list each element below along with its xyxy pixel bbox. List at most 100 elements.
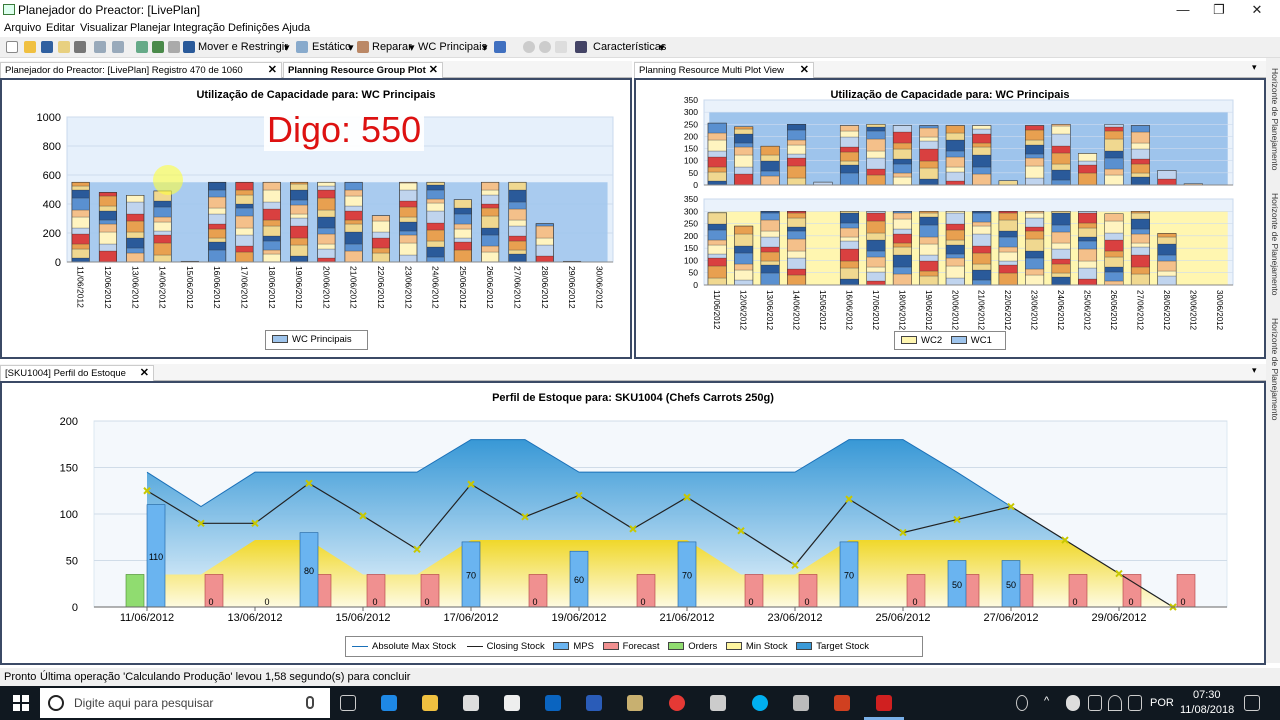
schedule-icon[interactable]	[136, 41, 148, 53]
closing-stock-point	[1061, 536, 1069, 544]
bar-chart-icon[interactable]	[494, 41, 506, 53]
chevron-down-icon[interactable]: ▾	[482, 42, 488, 54]
minimize-button[interactable]: —	[1176, 2, 1190, 17]
mps-data-label: 0	[532, 597, 537, 607]
new-file-icon[interactable]	[6, 41, 18, 53]
bar-segment	[262, 225, 281, 237]
close-icon[interactable]: ✕	[139, 367, 149, 379]
app-window-icon[interactable]	[710, 695, 726, 711]
move-restrict-dropdown[interactable]: Mover e Restringir	[198, 41, 288, 53]
task-view-icon[interactable]	[340, 695, 356, 711]
skype-icon[interactable]	[752, 695, 768, 711]
menu-arquivo[interactable]: Arquivo	[4, 22, 42, 34]
y-tick-label: 300	[684, 206, 698, 216]
notification-icon[interactable]	[1244, 695, 1260, 711]
zoom-fit-icon[interactable]	[555, 41, 567, 53]
tab-planner-record[interactable]: Planejador do Preactor: [LivePlan] Regis…	[0, 62, 282, 78]
bar-segment	[892, 142, 912, 150]
chevron-down-icon[interactable]: ▾	[284, 42, 290, 54]
bar-segment	[734, 233, 754, 247]
wifi-icon[interactable]	[1108, 695, 1122, 711]
menu-editar[interactable]: Editar	[46, 22, 75, 34]
file-explorer-icon[interactable]	[422, 695, 438, 711]
bar-segment	[972, 221, 992, 227]
close-button[interactable]: ✕	[1251, 2, 1263, 17]
close-icon[interactable]: ✕	[428, 64, 438, 76]
chevron-up-icon[interactable]: ^	[1044, 695, 1050, 707]
powerpoint-icon[interactable]	[834, 695, 850, 711]
bar-segment	[481, 227, 500, 236]
bar-segment	[998, 219, 1018, 232]
y-tick-label: 0	[55, 257, 61, 269]
mail-icon[interactable]	[504, 695, 520, 711]
mps-data-label: 60	[574, 575, 584, 585]
maximize-button[interactable]: ❐	[1213, 2, 1225, 17]
bar-segment	[1104, 174, 1124, 186]
x-tick-label: 27/06/2012	[1135, 290, 1144, 331]
close-icon[interactable]: ✕	[267, 64, 277, 76]
properties-icon[interactable]	[58, 41, 70, 53]
tab-multi-plot-view[interactable]: Planning Resource Multi Plot View ✕	[634, 62, 814, 78]
battery-icon[interactable]	[1088, 695, 1102, 711]
bar-segment	[892, 228, 912, 235]
menu-planejar[interactable]: Planejar	[130, 22, 171, 34]
cloud-icon[interactable]	[1066, 695, 1080, 711]
chevron-down-icon[interactable]: ▾	[659, 42, 665, 54]
bar-segment	[945, 125, 965, 134]
chevron-down-icon[interactable]: ▾	[348, 42, 354, 54]
print-icon[interactable]	[74, 41, 86, 53]
clock-date[interactable]: 11/08/2018	[1180, 704, 1235, 716]
mps-data-label: 0	[1072, 597, 1077, 607]
tools-app-icon[interactable]	[627, 695, 643, 711]
bar-segment	[919, 254, 939, 262]
menu-integracao[interactable]: Integração	[173, 22, 225, 34]
vpn-app-icon[interactable]	[586, 695, 602, 711]
search-box[interactable]: Digite aqui para pesquisar	[40, 688, 330, 718]
redo-icon[interactable]	[112, 41, 124, 53]
preactor-taskbar-icon[interactable]	[876, 695, 892, 711]
store-icon[interactable]	[463, 695, 479, 711]
x-tick-label: 29/06/2012	[1091, 612, 1146, 624]
mps-data-label: 0	[804, 597, 809, 607]
y-tick-label: 0	[693, 280, 698, 290]
windows-start-icon[interactable]	[13, 695, 29, 711]
resource-group-select[interactable]: WC Principais	[418, 41, 488, 53]
bar-segment	[481, 194, 500, 205]
edge-icon[interactable]	[381, 695, 397, 711]
close-icon[interactable]: ✕	[799, 64, 809, 76]
menu-definicoes[interactable]: Definições	[228, 22, 280, 34]
menu-visualizar[interactable]: Visualizar	[80, 22, 128, 34]
planning-horizon-tab[interactable]: Horizonte de Planejamento	[1270, 318, 1280, 421]
y-tick-label: 200	[60, 416, 78, 428]
save-icon[interactable]	[41, 41, 53, 53]
speaker-icon[interactable]	[1128, 695, 1142, 711]
clock-time[interactable]: 07:30	[1193, 689, 1221, 701]
bar-segment	[707, 253, 727, 259]
open-folder-icon[interactable]	[24, 41, 36, 53]
zoom-out-icon[interactable]	[539, 41, 551, 53]
zoom-in-icon[interactable]	[523, 41, 535, 53]
chevron-down-icon[interactable]: ▾	[1252, 365, 1257, 375]
features-dropdown[interactable]: Características	[593, 41, 667, 53]
tab-stock-profile[interactable]: [SKU1004] Perfil do Estoque ✕	[0, 365, 154, 381]
chevron-down-icon[interactable]: ▾	[409, 42, 415, 54]
people-icon[interactable]	[1016, 695, 1028, 711]
chart-icon[interactable]	[152, 41, 164, 53]
chrome-icon[interactable]	[669, 695, 685, 711]
calendar-icon[interactable]	[168, 41, 180, 53]
planning-horizon-tab[interactable]: Horizonte de Planejamento	[1270, 68, 1280, 171]
app-icon[interactable]	[793, 695, 809, 711]
undo-icon[interactable]	[94, 41, 106, 53]
planning-horizon-tab[interactable]: Horizonte de Planejamento	[1270, 193, 1280, 296]
repair-dropdown[interactable]: Reparar	[372, 41, 412, 53]
menu-ajuda[interactable]: Ajuda	[282, 22, 311, 34]
microphone-icon[interactable]	[306, 696, 314, 709]
y-tick-label: 1000	[37, 112, 61, 124]
bar-segment	[972, 133, 992, 144]
static-dropdown[interactable]: Estático	[312, 41, 352, 53]
x-tick-label: 27/06/2012	[512, 266, 522, 309]
tab-resource-group-plot[interactable]: Planning Resource Group Plot ✕	[283, 62, 443, 78]
chevron-down-icon[interactable]: ▾	[1252, 62, 1257, 72]
outlook-icon[interactable]	[545, 695, 561, 711]
language-indicator[interactable]: POR	[1150, 697, 1174, 709]
